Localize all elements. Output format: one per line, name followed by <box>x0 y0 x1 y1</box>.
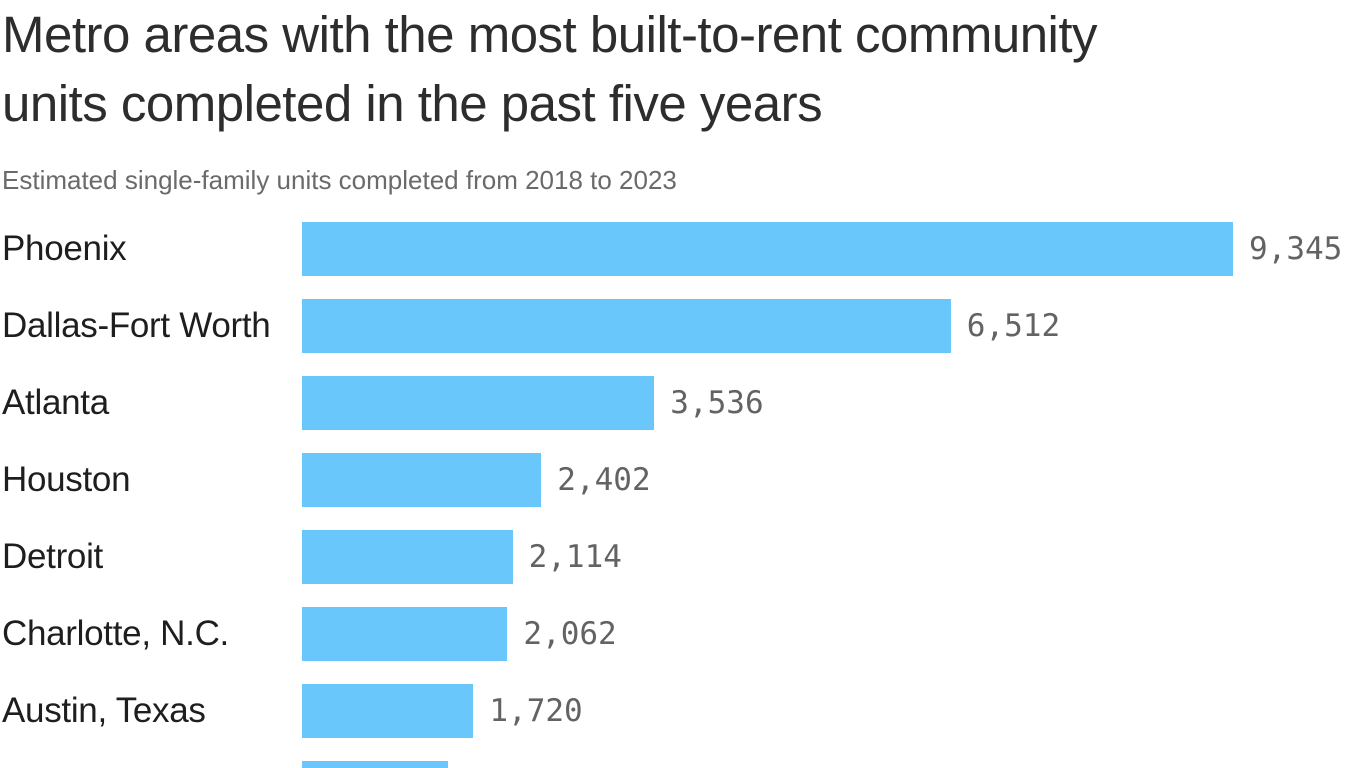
bar-track: 6,512 <box>302 299 1366 353</box>
chart-row <box>2 761 1366 768</box>
bar-track: 2,402 <box>302 453 1366 507</box>
bar <box>302 222 1233 276</box>
chart-title-line-2: units completed in the past five years <box>2 75 823 132</box>
value-label: 2,062 <box>523 616 617 652</box>
bar <box>302 376 655 430</box>
category-label: Phoenix <box>2 229 127 268</box>
value-label: 9,345 <box>1249 231 1343 267</box>
chart-row: Phoenix 9,345 <box>2 222 1366 276</box>
category-label: Atlanta <box>2 383 109 422</box>
bar <box>302 684 474 738</box>
chart-row: Houston 2,402 <box>2 453 1366 507</box>
bar-track: 2,114 <box>302 530 1366 584</box>
chart-subtitle: Estimated single-family units completed … <box>2 165 677 195</box>
chart-row: Austin, Texas 1,720 <box>2 684 1366 738</box>
chart-title-line-1: Metro areas with the most built-to-rent … <box>2 6 1098 63</box>
category-label: Dallas-Fort Worth <box>2 306 271 345</box>
category-label: Detroit <box>2 537 103 576</box>
category-label: Houston <box>2 460 131 499</box>
chart-row: Charlotte, N.C. 2,062 <box>2 607 1366 661</box>
bar-track <box>302 761 1366 768</box>
chart-row: Dallas-Fort Worth 6,512 <box>2 299 1366 353</box>
chart-row: Detroit 2,114 <box>2 530 1366 584</box>
bar-chart: Phoenix 9,345 Dallas-Fort Worth 6,512 Atlant… <box>2 222 1366 768</box>
category-label <box>2 761 302 768</box>
value-label: 2,114 <box>528 539 622 575</box>
value-label: 3,536 <box>670 385 764 421</box>
value-label: 1,720 <box>489 693 583 729</box>
bar <box>302 607 508 661</box>
bar <box>302 453 542 507</box>
value-label: 2,402 <box>557 462 651 498</box>
category-label: Austin, Texas <box>2 691 206 730</box>
bar-track: 2,062 <box>302 607 1366 661</box>
bar <box>302 530 513 584</box>
value-label: 6,512 <box>966 308 1061 344</box>
bar-track: 9,345 <box>302 222 1366 276</box>
chart-title: Metro areas with the most built-to-rent … <box>2 0 1366 138</box>
chart-row: Atlanta 3,536 <box>2 376 1366 430</box>
category-label: Charlotte, N.C. <box>2 614 229 653</box>
bar-track: 3,536 <box>302 376 1366 430</box>
bar <box>302 761 449 768</box>
bar <box>302 299 951 353</box>
bar-track: 1,720 <box>302 684 1366 738</box>
